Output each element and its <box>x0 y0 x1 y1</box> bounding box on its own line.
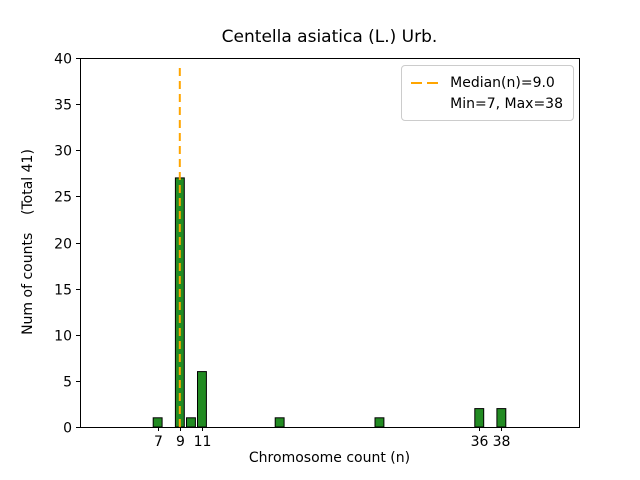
x-tick-label: 9 <box>176 434 185 450</box>
x-tick-label: 38 <box>493 434 511 450</box>
chart-title: Centella asiatica (L.) Urb. <box>221 27 438 47</box>
legend-handle-spacer <box>411 102 441 106</box>
legend-row-minmax: Min=7, Max=38 <box>411 93 563 114</box>
y-tick-label: 5 <box>63 375 72 391</box>
x-tick-label: 36 <box>471 434 489 450</box>
bar-x18 <box>274 417 285 428</box>
legend: Median(n)=9.0 Min=7, Max=38 <box>401 65 574 121</box>
x-tick-label: 11 <box>194 434 212 450</box>
median-line-legend-sample <box>411 81 442 84</box>
bar-x38 <box>496 408 507 428</box>
y-tick-label: 0 <box>63 421 72 437</box>
y-tick-label: 15 <box>54 283 72 299</box>
y-tick-label: 20 <box>54 237 72 253</box>
axes-box <box>80 58 580 428</box>
legend-row-median: Median(n)=9.0 <box>411 72 563 93</box>
legend-entry-median: Median(n)=9.0 <box>450 74 555 91</box>
bar-x36 <box>474 408 485 428</box>
y-tick-label: 10 <box>54 329 72 345</box>
x-axis-label: Chromosome count (n) <box>248 450 411 466</box>
legend-entry-minmax: Min=7, Max=38 <box>450 95 563 112</box>
x-tick-label: 7 <box>154 434 163 450</box>
bar-x11 <box>197 371 207 428</box>
y-tick-label: 30 <box>54 144 72 160</box>
bar-x7 <box>152 417 163 428</box>
bar-x10 <box>186 417 196 428</box>
y-tick-label: 40 <box>54 52 72 68</box>
bar-x27 <box>374 417 385 428</box>
y-tick-label: 25 <box>54 190 72 206</box>
y-axis-label: Num of counts (Total 41) <box>20 149 36 335</box>
y-tick-label: 35 <box>54 98 72 114</box>
